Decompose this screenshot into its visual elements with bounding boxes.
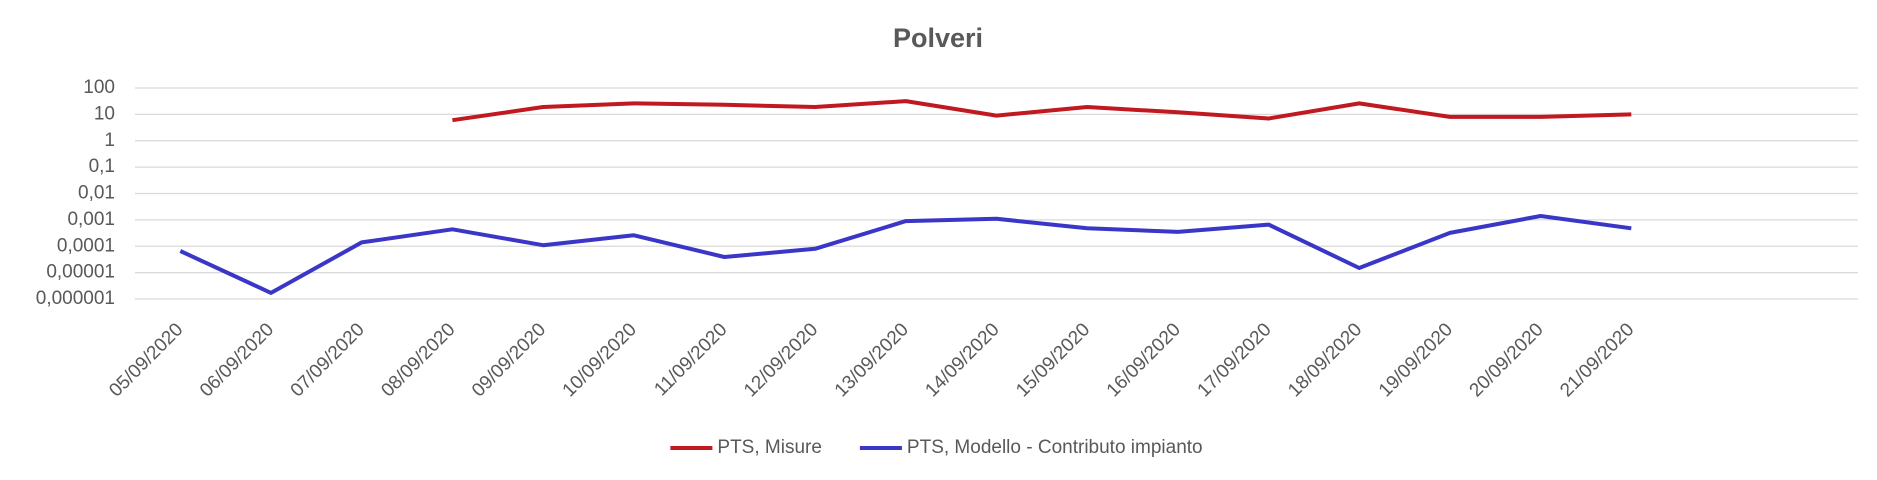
x-tick-label: 13/09/2020 — [831, 319, 913, 401]
y-tick-label: 0,00001 — [46, 262, 115, 283]
series-line — [452, 99, 1632, 123]
y-tick-label: 0,0001 — [57, 235, 115, 256]
x-tick-label: 20/09/2020 — [1466, 319, 1548, 401]
x-tick-label: 05/09/2020 — [105, 319, 187, 401]
x-tick-label: 10/09/2020 — [559, 319, 641, 401]
y-tick-label: 100 — [83, 77, 115, 98]
legend-label: PTS, Misure — [717, 437, 822, 458]
x-tick-label: 08/09/2020 — [377, 319, 459, 401]
x-tick-label: 15/09/2020 — [1012, 319, 1094, 401]
x-tick-label: 19/09/2020 — [1375, 319, 1457, 401]
x-tick-label: 14/09/2020 — [921, 319, 1003, 401]
series-line — [179, 214, 1632, 295]
x-tick-label: 17/09/2020 — [1194, 319, 1276, 401]
chart-title: Polveri — [893, 23, 983, 53]
y-tick-label: 10 — [94, 103, 115, 124]
legend-label: PTS, Modello - Contributo impianto — [907, 437, 1203, 458]
y-tick-label: 0,000001 — [36, 288, 115, 309]
x-tick-label: 12/09/2020 — [740, 319, 822, 401]
x-tick-label: 11/09/2020 — [650, 319, 731, 400]
x-tick-label: 21/09/2020 — [1556, 319, 1638, 401]
x-tick-label: 07/09/2020 — [287, 319, 369, 401]
y-tick-label: 0,1 — [89, 156, 115, 177]
x-tick-label: 18/09/2020 — [1284, 319, 1366, 401]
x-tick-label: 06/09/2020 — [196, 319, 278, 401]
x-tick-label: 09/09/2020 — [468, 319, 550, 401]
y-tick-label: 0,001 — [67, 209, 115, 230]
y-tick-label: 0,01 — [78, 183, 115, 204]
y-tick-label: 1 — [104, 130, 115, 151]
x-tick-label: 16/09/2020 — [1103, 319, 1185, 401]
